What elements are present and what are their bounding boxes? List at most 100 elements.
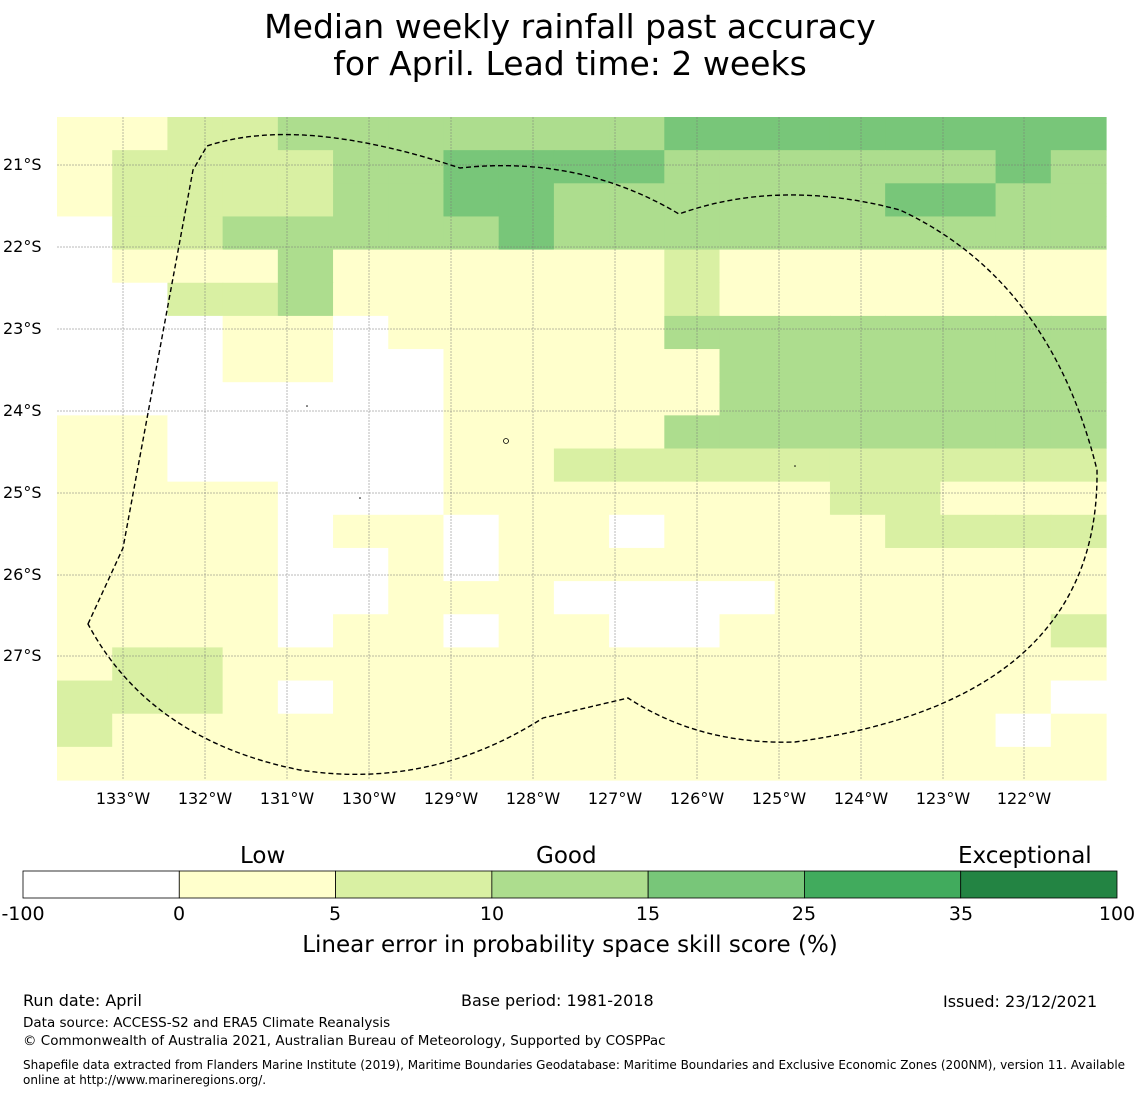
grid-cell	[829, 514, 886, 549]
colorbar-tick: -100	[1, 903, 45, 925]
grid-cell	[333, 647, 389, 682]
grid-cell	[222, 481, 279, 516]
grid-cell	[885, 547, 941, 582]
grid-cell	[498, 315, 555, 350]
grid-cell	[112, 713, 169, 748]
grid-cell	[829, 448, 886, 483]
grid-cell	[222, 315, 279, 350]
grid-cell	[112, 216, 169, 251]
grid-cell	[167, 150, 224, 184]
grid-cell	[664, 382, 721, 416]
grid-cell	[940, 315, 997, 350]
grid-cell	[609, 746, 665, 781]
grid-cell	[277, 647, 334, 682]
grid-cell	[222, 547, 279, 582]
grid-cell	[664, 614, 721, 648]
grid-cell	[1050, 614, 1107, 648]
grid-cell	[995, 514, 1052, 549]
issued-date: Issued: 23/12/2021	[943, 992, 1098, 1011]
grid-cell	[609, 514, 665, 549]
grid-cell	[774, 713, 831, 748]
grid-cell	[829, 349, 886, 383]
grid-cell	[57, 382, 113, 416]
lon-label: 126°W	[669, 789, 725, 808]
grid-cell	[167, 249, 224, 284]
grid-cell	[940, 183, 997, 218]
grid-cell	[1050, 117, 1107, 151]
grid-cell	[774, 349, 831, 383]
grid-cell	[829, 382, 886, 416]
grid-cell	[388, 282, 445, 317]
grid-cell	[774, 216, 831, 251]
grid-cell	[277, 713, 334, 748]
colorbar-segment	[335, 870, 493, 899]
grid-cell	[167, 183, 224, 218]
grid-cell	[664, 150, 721, 184]
grid-cell	[57, 481, 113, 516]
grid-cell	[940, 647, 997, 682]
grid-cell	[167, 680, 224, 715]
grid-cell	[719, 150, 776, 184]
grid-cell	[829, 746, 886, 781]
grid-cell	[553, 547, 610, 582]
grid-cell	[443, 581, 500, 615]
grid-cell	[940, 746, 997, 781]
grid-cell	[719, 680, 776, 715]
grid-cell	[940, 514, 997, 549]
grid-cell	[553, 216, 610, 251]
grid-cell	[57, 183, 113, 218]
grid-cell	[885, 349, 941, 383]
grid-cell	[498, 547, 555, 582]
grid-cell	[995, 349, 1052, 383]
lon-label: 131°W	[259, 789, 315, 808]
grid-cell	[940, 448, 997, 483]
grid-cell	[57, 315, 113, 350]
grid-cell	[609, 481, 665, 516]
grid-cell	[112, 150, 169, 184]
grid-cell	[553, 614, 610, 648]
lon-label: 128°W	[505, 789, 561, 808]
category-low: Low	[240, 843, 286, 869]
colorbar-segment	[178, 870, 336, 899]
grid-cell	[167, 647, 224, 682]
grid-cell	[112, 282, 169, 317]
grid-cell	[388, 315, 445, 350]
grid-cell	[222, 647, 279, 682]
lon-label: 122°W	[996, 789, 1052, 808]
grid-cell	[774, 680, 831, 715]
grid-cell	[277, 349, 334, 383]
grid-cell	[1050, 216, 1107, 251]
grid-cell	[333, 382, 389, 416]
grid-cell	[664, 448, 721, 483]
grid-cell	[498, 415, 555, 450]
grid-cell	[277, 448, 334, 483]
grid-cell	[443, 382, 500, 416]
grid-cell	[388, 713, 445, 748]
grid-cell	[995, 315, 1052, 350]
grid-cell	[719, 746, 776, 781]
grid-cell	[388, 249, 445, 284]
grid-cell	[995, 581, 1052, 615]
grid-cell	[167, 382, 224, 416]
grid-cell	[719, 481, 776, 516]
grid-cell	[443, 647, 500, 682]
grid-cell	[333, 614, 389, 648]
grid-cell	[443, 448, 500, 483]
grid-cell	[885, 382, 941, 416]
colorbar-tick: 10	[479, 903, 505, 925]
grid-cell	[609, 183, 665, 218]
lat-label: 22°S	[3, 237, 42, 256]
grid-cell	[222, 249, 279, 284]
grid-cell	[333, 713, 389, 748]
grid-cell	[222, 713, 279, 748]
grid-cell	[719, 581, 776, 615]
grid-cell	[498, 647, 555, 682]
island-marker	[306, 405, 308, 407]
grid-cell	[553, 713, 610, 748]
grid-cell	[388, 647, 445, 682]
grid-cell	[333, 547, 389, 582]
grid-cell	[498, 514, 555, 549]
grid-cell	[885, 680, 941, 715]
grid-cell	[995, 547, 1052, 582]
grid-cell	[167, 282, 224, 317]
